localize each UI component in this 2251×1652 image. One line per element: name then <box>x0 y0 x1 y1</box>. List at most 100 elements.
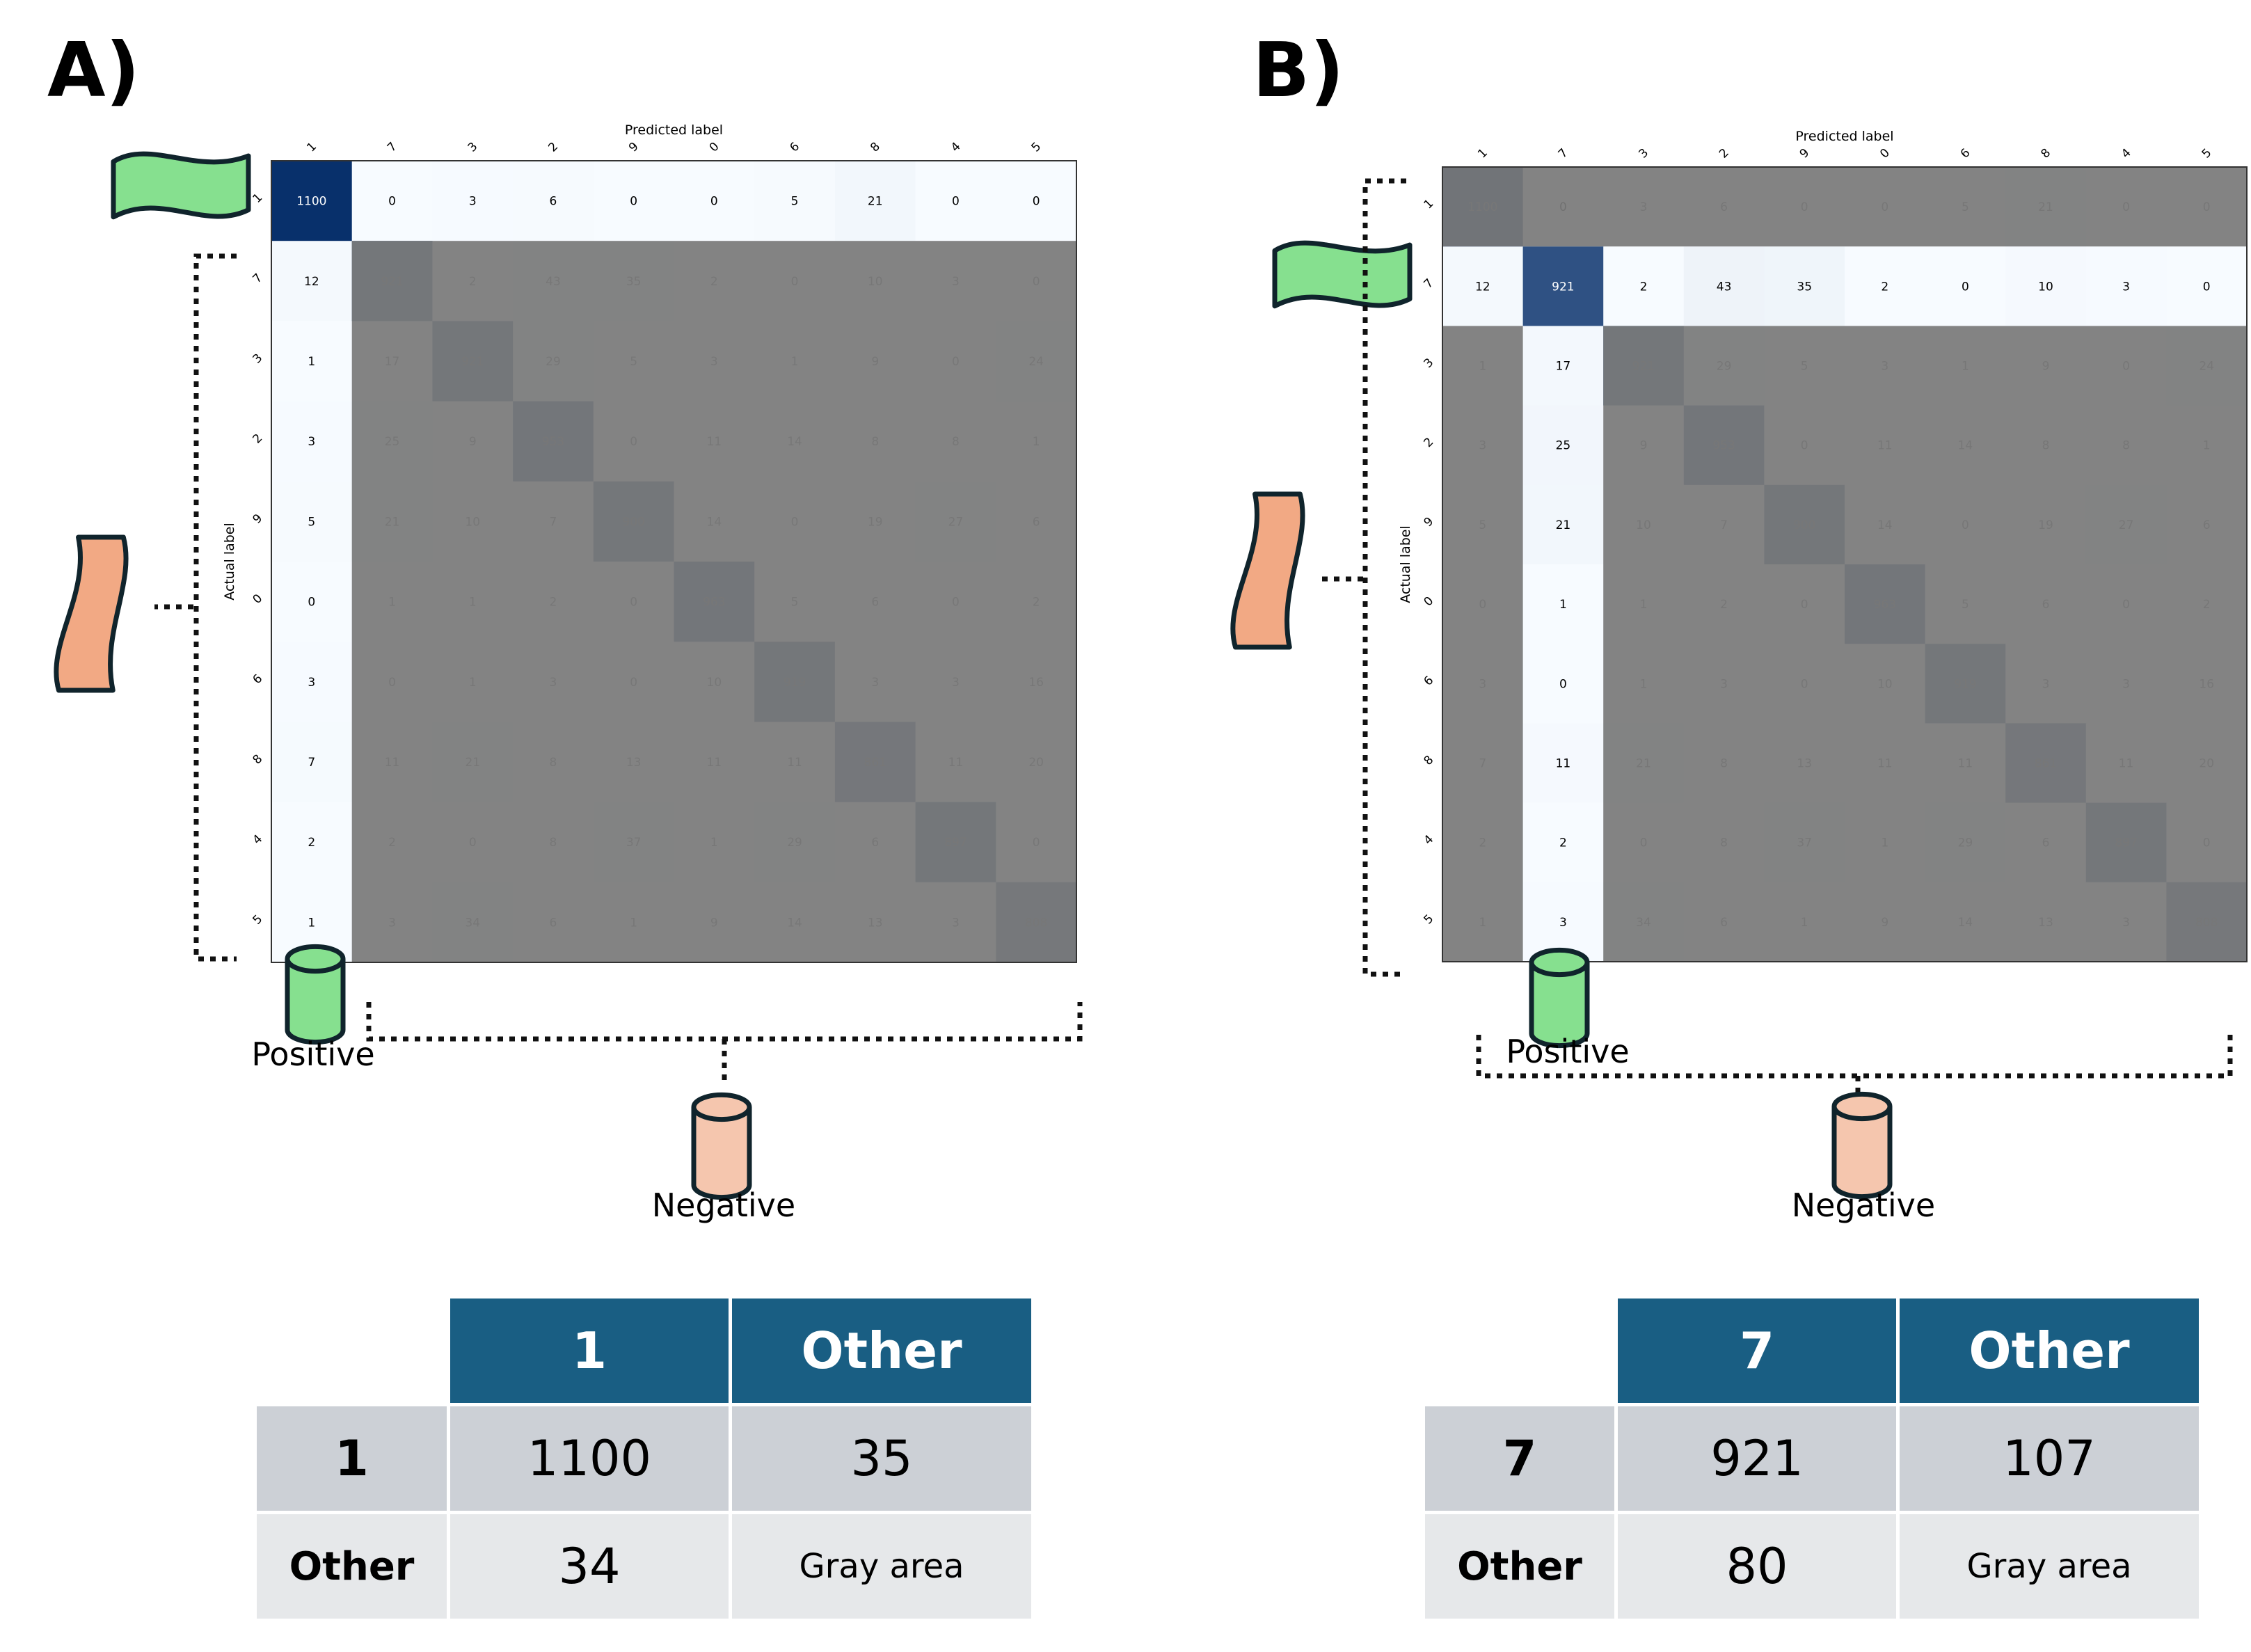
negative-label: Negative <box>1792 1186 1935 1224</box>
row-label: Other <box>1425 1514 1614 1619</box>
y-tick-label: 4 <box>250 832 266 848</box>
cell-value-label: 0 <box>388 195 396 209</box>
x-tick-label: 3 <box>466 140 481 155</box>
row-label: 7 <box>1425 1406 1614 1511</box>
cell-false-positive: 80 <box>1618 1514 1896 1619</box>
positive-row-flag-shape <box>1272 240 1413 309</box>
table-header-class: 7 <box>1618 1298 1896 1403</box>
x-tick-label: 0 <box>707 140 722 155</box>
y-tick-label: 0 <box>250 591 266 607</box>
cell-gray-area: Gray area <box>732 1514 1031 1619</box>
positive-row-flag-shape <box>111 151 251 220</box>
gray-overlay-region <box>1442 167 2247 247</box>
y-tick-label: 7 <box>1422 276 1437 292</box>
cell-value-label: 6 <box>550 195 557 209</box>
cell-value-label: 0 <box>1033 195 1040 209</box>
y-tick-label: 4 <box>1422 832 1437 848</box>
cell-value-label: 7 <box>308 756 315 770</box>
heatmap-cell <box>1603 246 1685 326</box>
gray-overlay <box>351 241 1077 963</box>
heatmap-cell <box>2005 246 2087 326</box>
cell-value-label: 12 <box>1475 280 1490 294</box>
y-tick-label: 7 <box>250 271 266 286</box>
y-axis-title: Actual label <box>222 523 237 601</box>
confusion-matrix-diagram: 1100036005210012921243352010301179212953… <box>1230 129 2248 1224</box>
heatmap-cell <box>996 161 1077 241</box>
x-tick-label: 5 <box>2200 146 2215 161</box>
positive-label: Positive <box>1506 1033 1629 1070</box>
cell-false-negative: 35 <box>732 1406 1031 1511</box>
cylinder-top <box>1831 1091 1893 1122</box>
x-tick-label: 7 <box>385 140 400 155</box>
heatmap-cell <box>271 401 353 482</box>
cylinder-body <box>285 959 346 1045</box>
y-tick-label: 3 <box>250 351 266 367</box>
x-axis-title: Predicted label <box>1795 129 1893 144</box>
y-axis-title: Actual label <box>1398 525 1413 603</box>
heatmap-cell <box>271 161 353 241</box>
heatmap-cell <box>2085 246 2167 326</box>
x-tick-label: 6 <box>787 140 802 155</box>
heatmap-cell <box>271 321 353 402</box>
cell-gray-area: Gray area <box>1900 1514 2199 1619</box>
negative-rows-bracket <box>1362 178 1406 977</box>
row-label: 1 <box>257 1406 447 1511</box>
heatmap-cell <box>915 161 996 241</box>
heatmap-cell <box>1522 246 1604 326</box>
heatmap-cell <box>593 161 675 241</box>
heatmap-cell <box>1522 405 1604 486</box>
cell-value-label: 1 <box>308 355 315 369</box>
x-tick-label: 1 <box>1475 146 1490 161</box>
x-tick-label: 1 <box>304 140 319 155</box>
table-corner <box>257 1298 447 1403</box>
heatmap-cell <box>271 562 353 642</box>
cell-value-label: 12 <box>304 275 319 289</box>
heatmap-cell <box>1522 644 1604 724</box>
cell-value-label: 921 <box>1552 280 1574 294</box>
heatmap-cell <box>513 161 594 241</box>
cell-true-positive: 921 <box>1618 1406 1896 1511</box>
y-tick-label: 6 <box>250 672 266 687</box>
table-header-other: Other <box>732 1298 1031 1403</box>
y-tick-label: 9 <box>1422 514 1437 530</box>
cell-value-label: 3 <box>2122 280 2130 294</box>
heatmap-cell <box>674 161 755 241</box>
x-tick-label: 7 <box>1556 146 1571 161</box>
x-tick-label: 4 <box>2119 146 2134 161</box>
heatmap-cell <box>1522 723 1604 804</box>
cell-value-label: 1100 <box>296 195 326 209</box>
table-row: Other 80 Gray area <box>1425 1514 2199 1619</box>
heatmap-cell <box>271 642 353 722</box>
cell-value-label: 43 <box>1717 280 1732 294</box>
x-tick-label: 3 <box>1636 146 1651 161</box>
cell-true-positive: 1100 <box>450 1406 729 1511</box>
heatmap-cell <box>2166 246 2248 326</box>
y-tick-label: 1 <box>250 191 266 206</box>
heatmap-cell <box>432 161 514 241</box>
cell-value-label: 17 <box>1556 360 1571 374</box>
panel-b: B) 1100036005210012921243352010301179212… <box>1125 0 2251 1652</box>
cell-value-label: 0 <box>630 195 637 209</box>
matrix-frame <box>271 160 1077 963</box>
panel-label: A) <box>47 27 140 114</box>
table-row: 7 921 107 <box>1425 1406 2199 1511</box>
negative-label: Negative <box>652 1186 795 1224</box>
table-row: Other 34 Gray area <box>257 1514 1031 1619</box>
y-tick-label: 2 <box>1422 435 1437 450</box>
cell-value-label: 0 <box>308 596 315 610</box>
y-tick-label: 8 <box>1422 753 1437 768</box>
y-tick-label: 5 <box>250 912 266 928</box>
row-label: Other <box>257 1514 447 1619</box>
heatmap-cell <box>1522 564 1604 644</box>
cell-value-label: 2 <box>1881 280 1888 294</box>
heatmap-cell <box>1522 326 1604 406</box>
heatmap-cell <box>271 241 353 321</box>
table-row: 1 1100 35 <box>257 1406 1031 1511</box>
cell-value-label: 11 <box>1556 757 1571 771</box>
matrix-frame <box>1442 166 2248 962</box>
y-tick-label: 5 <box>1422 912 1437 927</box>
cell-value-label: 1 <box>1559 598 1567 612</box>
table-corner <box>1425 1298 1614 1403</box>
cell-value-label: 2 <box>1559 836 1567 850</box>
cell-value-label: 0 <box>1559 677 1567 691</box>
